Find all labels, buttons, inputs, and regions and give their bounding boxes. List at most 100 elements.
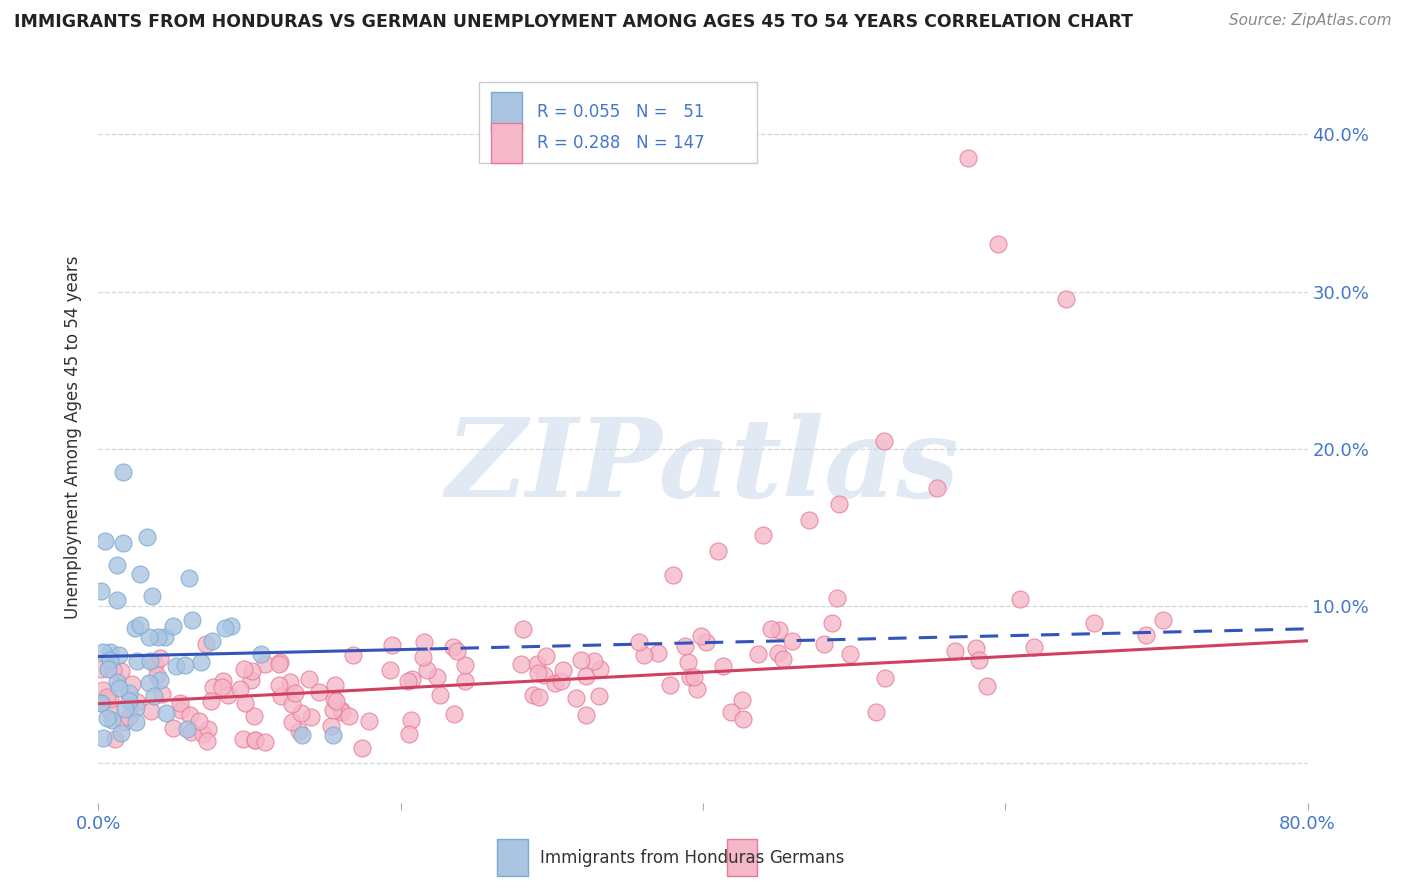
Point xyxy=(733,712,755,726)
Point xyxy=(325,693,347,707)
Point xyxy=(128,566,150,581)
Point xyxy=(180,613,202,627)
Point xyxy=(534,649,557,664)
Point xyxy=(752,528,775,542)
Point xyxy=(588,662,610,676)
Point xyxy=(219,618,242,632)
Text: IMMIGRANTS FROM HONDURAS VS GERMAN UNEMPLOYMENT AMONG AGES 45 TO 54 YEARS CORREL: IMMIGRANTS FROM HONDURAS VS GERMAN UNEMP… xyxy=(14,13,1133,31)
Point xyxy=(249,647,271,661)
Point xyxy=(661,567,683,582)
Point xyxy=(659,678,682,692)
Point xyxy=(117,694,139,708)
Point xyxy=(527,690,550,704)
Point xyxy=(125,695,148,709)
Point xyxy=(269,657,291,671)
Point xyxy=(91,645,114,659)
Point xyxy=(873,434,896,448)
Point xyxy=(129,618,152,632)
Point xyxy=(103,664,125,678)
Point xyxy=(1135,628,1157,642)
Point xyxy=(278,674,301,689)
Point xyxy=(522,688,544,702)
Text: ZIPatlas: ZIPatlas xyxy=(446,413,960,520)
Point xyxy=(145,657,167,671)
Point xyxy=(512,622,534,636)
Point xyxy=(813,637,835,651)
Point xyxy=(211,681,233,695)
Point xyxy=(138,675,160,690)
Point xyxy=(121,677,143,691)
Point xyxy=(155,706,177,721)
Point xyxy=(443,707,465,722)
Point xyxy=(145,668,167,682)
Point xyxy=(399,713,422,727)
Point xyxy=(429,688,451,702)
Point xyxy=(114,702,136,716)
Point xyxy=(967,653,990,667)
Point xyxy=(284,685,307,699)
Point xyxy=(1054,293,1077,307)
Point xyxy=(240,673,263,687)
Point xyxy=(797,513,820,527)
Point xyxy=(127,654,149,668)
Point xyxy=(243,708,266,723)
Point xyxy=(551,663,574,677)
Point xyxy=(426,670,449,684)
Point xyxy=(322,728,344,742)
Point xyxy=(93,731,115,746)
Text: R = 0.055   N =   51: R = 0.055 N = 51 xyxy=(537,103,704,120)
Point xyxy=(162,721,184,735)
Point xyxy=(976,680,998,694)
Point xyxy=(678,655,700,669)
Point xyxy=(125,700,148,714)
Point xyxy=(108,681,131,695)
Point xyxy=(232,731,254,746)
Point xyxy=(269,655,291,669)
Point xyxy=(342,648,364,662)
Point xyxy=(381,638,404,652)
Point xyxy=(101,714,124,728)
Point xyxy=(322,703,344,717)
Point xyxy=(195,636,218,650)
FancyBboxPatch shape xyxy=(479,82,758,163)
Point xyxy=(633,648,655,662)
Point xyxy=(575,669,598,683)
Point xyxy=(217,688,239,702)
Point xyxy=(169,697,191,711)
Point xyxy=(162,619,184,633)
Point xyxy=(865,706,887,720)
Point xyxy=(323,692,346,706)
Text: R = 0.288   N = 147: R = 0.288 N = 147 xyxy=(537,134,704,152)
Point xyxy=(139,704,162,718)
Point xyxy=(141,589,163,603)
Point xyxy=(146,630,169,644)
Point xyxy=(533,668,555,682)
Point xyxy=(768,624,790,638)
Point xyxy=(176,722,198,736)
Point xyxy=(550,673,572,688)
Point xyxy=(124,621,146,635)
Point xyxy=(679,670,702,684)
Point xyxy=(139,654,162,668)
Point xyxy=(454,657,477,672)
Point xyxy=(90,662,112,676)
Point xyxy=(965,641,987,656)
Text: Germans: Germans xyxy=(769,848,845,867)
Point xyxy=(143,689,166,703)
Point xyxy=(97,662,120,676)
Point xyxy=(330,705,353,719)
Point xyxy=(413,635,436,649)
Point xyxy=(454,673,477,688)
Point xyxy=(685,681,707,696)
Point xyxy=(927,481,949,495)
Point xyxy=(544,675,567,690)
Point xyxy=(943,644,966,658)
Point xyxy=(398,673,420,688)
Point xyxy=(821,616,844,631)
Point xyxy=(682,671,704,685)
Point xyxy=(110,726,132,740)
Point xyxy=(195,734,218,748)
Point xyxy=(149,673,172,688)
Point xyxy=(177,571,200,585)
Point xyxy=(96,690,118,705)
